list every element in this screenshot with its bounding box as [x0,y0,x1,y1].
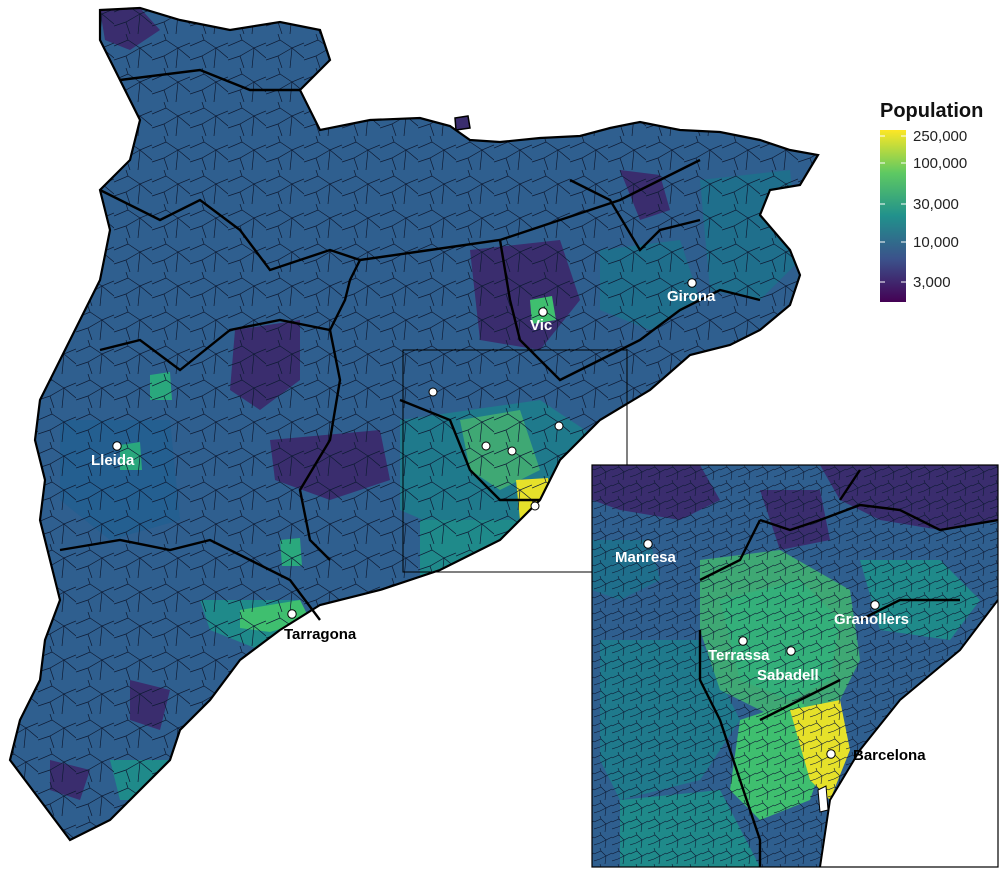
main-city-markers: Lleida Vic Girona Tarragona [91,278,716,643]
city-marker-tarragona [287,609,297,619]
city-marker-vic [538,307,548,317]
city-label-tarragona: Tarragona [284,626,357,643]
city-marker-lleida [112,441,122,451]
city-marker-manresa [643,539,653,549]
city-label-terrassa: Terrassa [708,647,770,664]
city-marker-granollers [870,600,880,610]
province-borders [59,68,761,621]
city-marker-terrassa [738,636,748,646]
legend-tick-10000: 10,000 [913,234,959,251]
legend-title: Population [880,100,983,122]
inset-map: Manresa Granollers Terrassa Sabadell Bar… [591,464,999,868]
city-marker-barcelona [826,749,836,759]
city-label-granollers: Granollers [834,611,909,628]
inset-frame [591,464,999,868]
city-label-sabadell: Sabadell [757,667,819,684]
exclave [454,115,471,131]
city-marker-manresa-small [428,387,438,397]
city-marker-sabadell [786,646,796,656]
city-label-lleida: Lleida [91,452,135,469]
city-marker-girona [687,278,697,288]
legend-colorbar [880,130,906,302]
legend-tick-100000: 100,000 [913,155,967,172]
city-marker-barcelona-small [530,501,540,511]
population-legend: Population 250,000 100,000 30,000 10,000… [880,100,983,302]
city-label-manresa: Manresa [615,549,677,566]
legend-tick-3000: 3,000 [913,274,951,291]
legend-tick-250000: 250,000 [913,128,967,145]
city-marker-terrassa-small [481,441,491,451]
city-label-girona: Girona [667,288,716,305]
legend-tick-30000: 30,000 [913,196,959,213]
city-marker-sabadell-small [507,446,517,456]
city-label-barcelona: Barcelona [853,747,926,764]
city-label-vic: Vic [530,317,552,334]
city-marker-granollers-small [554,421,564,431]
